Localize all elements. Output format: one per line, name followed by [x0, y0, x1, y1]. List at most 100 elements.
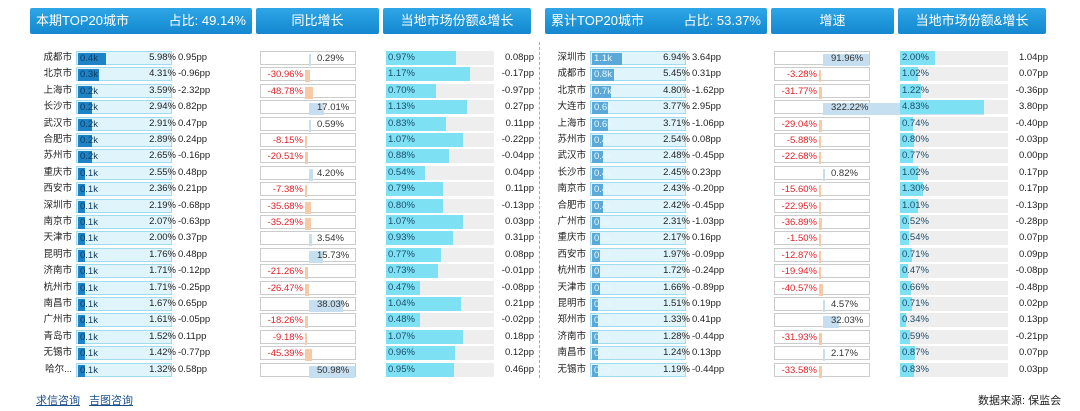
right-market-fill — [900, 165, 918, 180]
left-volume-fill — [78, 85, 92, 98]
left-volume-label: 0.2k — [80, 102, 98, 114]
header-left-yoy: 同比增长 — [256, 8, 379, 34]
right-volume-fill — [592, 348, 598, 361]
right-yoy-neg-bar — [819, 283, 823, 296]
right-volume-bar: 0.7k — [590, 83, 686, 98]
right-yoy-neg-bar — [819, 152, 821, 165]
left-yoy-neg-bar — [305, 218, 311, 230]
left-share-pp: 0.95pp — [178, 52, 208, 63]
right-market-fill — [900, 67, 918, 82]
right-volume-fill — [592, 249, 600, 262]
left-yoy-pos-bar — [309, 54, 311, 66]
right-share-pp: -0.09pp — [692, 248, 725, 260]
left-market-pp: 0.11pp — [505, 117, 534, 129]
right-market-share: 0.80% — [902, 134, 929, 145]
left-yoy-cell: 50.98% — [260, 362, 356, 378]
left-volume-fill — [78, 184, 85, 197]
left-volume-bar: 0.1k — [76, 231, 172, 246]
right-share-pp: -0.44pp — [692, 363, 725, 375]
left-market-pp: 0.04pp — [504, 166, 534, 178]
right-yoy-value: 32.03% — [831, 315, 864, 327]
left-yoy-pos-bar — [309, 103, 324, 116]
left-volume-label: 0.1k — [80, 200, 98, 212]
right-volume-fill — [592, 167, 603, 180]
left-volume-label: 0.1k — [80, 249, 98, 261]
data-source: 数据来源: 保监会 — [978, 395, 1062, 407]
left-volume-bar: 0.1k — [76, 329, 172, 344]
right-yoy-value: -3.28% — [786, 69, 817, 81]
left-city: 成都市 — [43, 52, 72, 63]
right-city: 重庆市 — [557, 232, 586, 244]
right-market-pp: 0.07pp — [1018, 347, 1048, 359]
left-yoy-value: 4.20% — [317, 167, 344, 179]
left-share-pp: 0.21pp — [178, 183, 208, 195]
right-volume-bar: 0.8k — [590, 67, 686, 82]
right-yoy-neg-bar — [819, 70, 821, 83]
right-city: 武汉市 — [557, 150, 586, 162]
right-share-pct: 3.77% — [663, 101, 690, 113]
right-row-5: 苏州市 0.4k 2.54% 0.08pp -5.88% 0.80% -0.03pp — [548, 132, 1053, 148]
right-volume-bar: 0.3k — [590, 231, 686, 246]
left-yoy-pos-bar — [309, 300, 343, 312]
right-yoy-value: -29.04% — [781, 118, 817, 130]
left-share-pp: -0.25pp — [178, 281, 211, 293]
left-city: 深圳市 — [43, 199, 72, 211]
left-volume-label: 0.2k — [80, 85, 98, 97]
right-city: 杭州市 — [557, 265, 586, 277]
right-city: 昆明市 — [557, 298, 586, 309]
right-market-share: 1.30% — [902, 183, 929, 195]
left-market-fill — [386, 297, 461, 311]
left-volume-bar: 0.2k — [76, 149, 172, 164]
left-row-0: 成都市 0.4k 5.98% 0.95pp 0.29% 0.97% 0.08pp — [34, 50, 539, 66]
footer-link-qiuxin[interactable]: 求信咨询 — [36, 395, 80, 407]
left-city: 重庆市 — [43, 166, 72, 178]
left-volume-fill — [78, 233, 85, 246]
left-market-fill — [386, 264, 438, 279]
right-city: 南京市 — [557, 183, 586, 195]
footer-link-jitu[interactable]: 吉图咨询 — [89, 395, 134, 407]
right-volume-label: 0.7k — [594, 85, 612, 97]
right-share-pct: 6.94% — [663, 52, 690, 63]
right-yoy-cell: -15.60% — [774, 182, 870, 198]
right-market-fill — [900, 247, 912, 262]
left-share-pct: 2.65% — [149, 150, 176, 162]
right-yoy-pos-bar — [823, 300, 825, 312]
left-yoy-value: -26.47% — [267, 282, 303, 294]
right-volume-fill — [592, 184, 603, 197]
left-share-pp: 0.82pp — [178, 101, 208, 113]
left-city: 长沙市 — [43, 101, 72, 113]
left-volume-label: 0.2k — [80, 151, 98, 163]
right-yoy-value: -40.57% — [781, 282, 817, 294]
right-share-pct: 1.66% — [663, 281, 690, 293]
right-share-pp: 0.31pp — [692, 68, 722, 80]
center-divider — [539, 42, 540, 378]
left-yoy-pos-bar — [309, 119, 311, 132]
right-share-pct: 1.72% — [663, 265, 690, 277]
left-yoy-cell: -18.26% — [260, 313, 356, 329]
right-yoy-cell: -1.50% — [774, 231, 870, 247]
right-volume-fill — [592, 53, 622, 65]
left-share-pct: 1.67% — [149, 298, 176, 309]
left-city: 哈尔... — [45, 363, 72, 375]
right-share-pct: 2.48% — [663, 150, 690, 162]
right-market-share: 0.83% — [902, 363, 929, 375]
right-yoy-pos-bar — [823, 168, 825, 181]
left-city: 西安市 — [43, 183, 72, 195]
left-volume-fill — [78, 315, 85, 328]
left-city: 南昌市 — [43, 298, 72, 309]
left-yoy-cell: -20.51% — [260, 149, 356, 165]
header-right-growth: 增速 — [771, 8, 894, 34]
right-market-share: 0.71% — [902, 298, 929, 309]
left-market-pp: 0.46pp — [504, 363, 534, 375]
left-volume-bar: 0.1k — [76, 165, 172, 180]
right-volume-label: 0.2k — [594, 364, 612, 376]
right-yoy-neg-bar — [819, 201, 821, 214]
right-market-pp: -0.13pp — [1015, 199, 1048, 211]
left-yoy-value: 3.54% — [317, 233, 344, 245]
right-volume-label: 0.6k — [594, 102, 612, 114]
left-market-share: 0.80% — [388, 199, 415, 211]
right-market-share: 0.52% — [902, 216, 929, 227]
left-yoy-cell: -35.68% — [260, 198, 356, 214]
right-yoy-value: 2.17% — [831, 348, 858, 360]
left-market-title: 当地市场份额&增长 — [400, 13, 514, 28]
